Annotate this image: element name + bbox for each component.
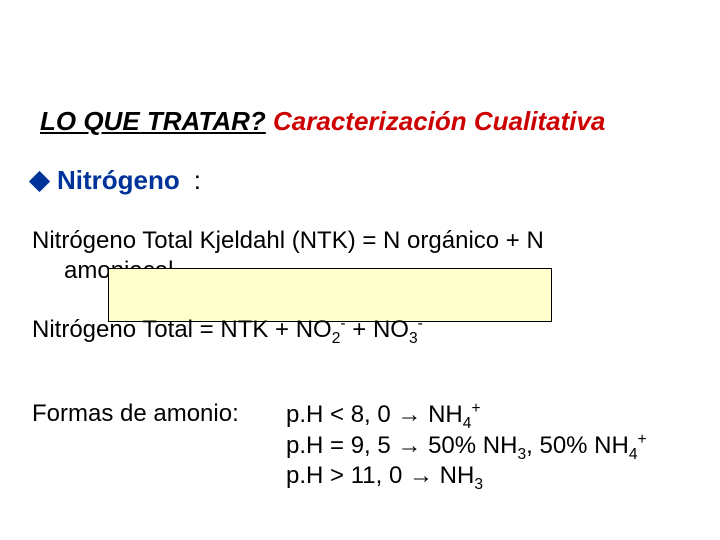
- rhs-0-pre: NH: [421, 401, 462, 428]
- slide: LO QUE TRATAR? Caracterización Cualitati…: [0, 0, 720, 540]
- rhs-1-tailsup: +: [638, 431, 647, 448]
- formas-lines: p.H < 8, 0 → NH4+ p.H = 9, 5 → 50% NH3, …: [286, 400, 692, 492]
- bullet-label: Nitrógeno: [57, 165, 180, 196]
- nitrogeno-total-line: Nitrógeno Total = NTK + NO2- + NO3-: [32, 316, 672, 344]
- nt-sub2: 2: [332, 330, 341, 347]
- rhs-2-pre: NH: [433, 462, 474, 489]
- title-part2: Caracterización Cualitativa: [273, 106, 605, 136]
- bullet-row: Nitrógeno :: [32, 165, 201, 196]
- nt-plus: + NO: [346, 316, 409, 343]
- rhs-0-sup: +: [471, 400, 480, 417]
- formas-block: Formas de amonio: p.H < 8, 0 → NH4+ p.H …: [32, 400, 692, 492]
- rhs-0-sub: 4: [463, 415, 472, 432]
- ph-1: p.H = 9, 5: [286, 432, 391, 459]
- slide-title: LO QUE TRATAR? Caracterización Cualitati…: [40, 106, 680, 137]
- rhs-1-pre: 50% NH: [421, 432, 517, 459]
- formas-row-2: p.H > 11, 0 → NH3: [286, 461, 692, 492]
- ntk-line1: Nitrógeno Total Kjeldahl (NTK) = N orgán…: [32, 227, 544, 254]
- highlight-box: [108, 268, 552, 322]
- nt-sup2: -: [418, 315, 423, 332]
- rhs-2-sub: 3: [474, 476, 483, 493]
- nt-sub3: 3: [409, 330, 418, 347]
- ph-2: p.H > 11, 0: [286, 462, 402, 489]
- rhs-1-tail: , 50% NH: [526, 432, 629, 459]
- nt-prefix: Nitrógeno Total = NTK + NO: [32, 316, 332, 343]
- rhs-1-tailsub: 4: [629, 446, 638, 463]
- formas-row-1: p.H = 9, 5 → 50% NH3, 50% NH4+: [286, 431, 692, 462]
- rhs-1-sub: 3: [517, 446, 526, 463]
- formas-row-0: p.H < 8, 0 → NH4+: [286, 400, 692, 431]
- ph-0: p.H < 8, 0: [286, 401, 391, 428]
- arrow-icon: →: [397, 431, 421, 462]
- formas-label: Formas de amonio:: [32, 400, 286, 492]
- arrow-icon: →: [409, 461, 433, 492]
- bullet-colon: :: [194, 165, 201, 196]
- diamond-bullet-icon: [29, 171, 50, 192]
- title-part1: LO QUE TRATAR?: [40, 106, 266, 136]
- arrow-icon: →: [397, 400, 421, 431]
